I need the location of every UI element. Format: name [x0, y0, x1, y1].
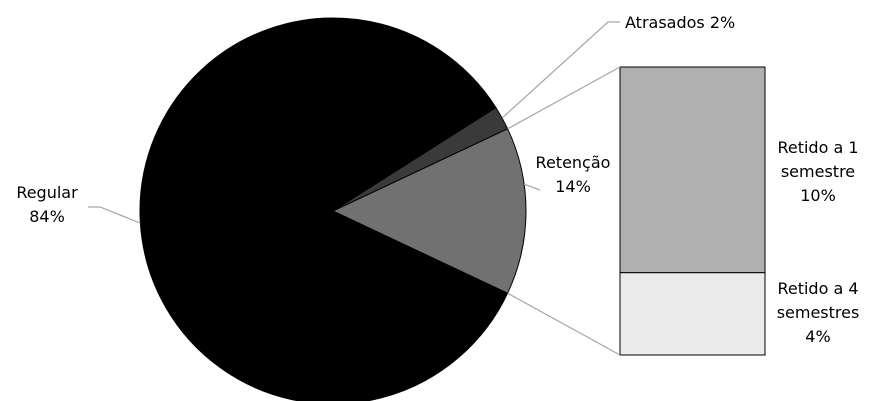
leader-line-regular: [88, 206, 141, 224]
connector-line-bottom: [507, 292, 621, 356]
connector-line-top: [507, 66, 621, 130]
pie-slice-retencao: [331, 128, 527, 294]
leader-lines: [88, 21, 621, 356]
bar-label-retido-4-line2: semestres: [777, 303, 860, 322]
bar-label-retido-4-value: 4%: [805, 327, 830, 346]
slice-label-retencao-value: 14%: [555, 177, 591, 196]
slice-label-atrasados: Atrasados 2%: [625, 13, 735, 32]
slice-label-retencao-name: Retenção: [536, 153, 611, 172]
stacked-bar: [619, 66, 766, 356]
bar-segment-retido-a-1-semestre: [619, 66, 766, 274]
slice-label-regular-name: Regular: [16, 183, 78, 202]
slice-label-regular-value: 84%: [29, 207, 65, 226]
bar-label-retido-4-line1: Retido a 4: [777, 279, 858, 298]
bar-label-retido-1-value: 10%: [800, 186, 836, 205]
data-labels: Regular 84% Atrasados 2% Retenção 14% Re…: [16, 13, 859, 346]
bar-segment-retido-a-4-semestres: [619, 272, 766, 356]
bar-label-retido-1-line1: Retido a 1: [777, 138, 858, 157]
bar-label-retido-1-line2: semestre: [781, 162, 855, 181]
leader-line-atrasados: [501, 21, 620, 119]
leader-line-retencao: [523, 183, 541, 191]
pie: [139, 17, 527, 401]
